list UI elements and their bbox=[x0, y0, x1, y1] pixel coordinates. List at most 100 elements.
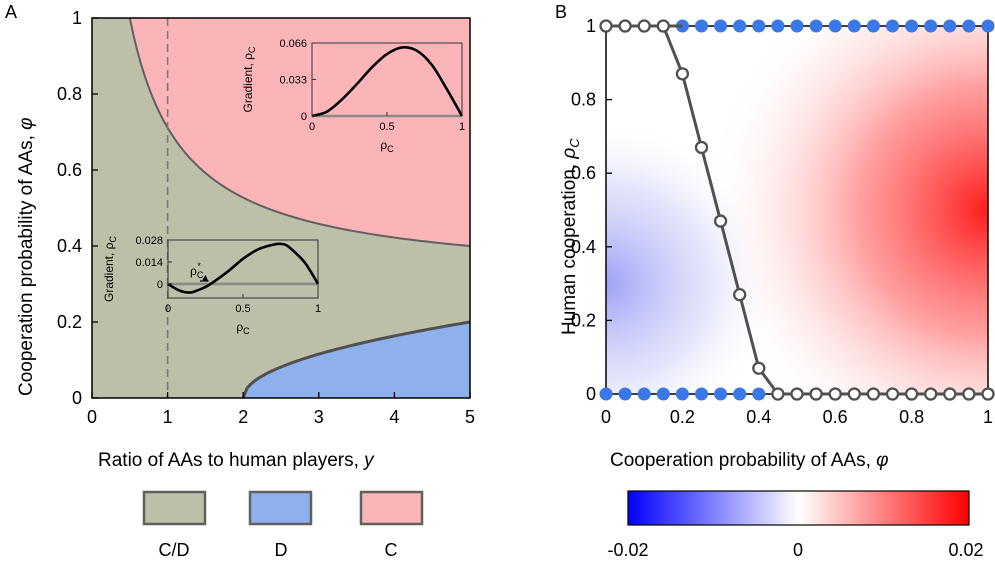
inset-y-tick-label: 0.028 bbox=[135, 235, 163, 247]
colorbar-tick-min: -0.02 bbox=[607, 540, 648, 560]
legend-swatch-c bbox=[359, 490, 424, 526]
colorbar-tick-mid: 0 bbox=[793, 540, 803, 560]
x-tick-label-a: 5 bbox=[465, 407, 475, 427]
open-point-top bbox=[637, 19, 651, 33]
panel-a-xlabel: Ratio of AAs to human players, y bbox=[98, 450, 375, 471]
stable-point-high bbox=[886, 19, 899, 33]
stable-point-low bbox=[618, 387, 632, 401]
y-tick-label-a: 0.2 bbox=[57, 312, 82, 332]
open-point-bottom bbox=[790, 387, 804, 401]
legend-item-c: C bbox=[359, 490, 424, 560]
panel-b-xlabel: Cooperation probability of AAs, φ bbox=[610, 450, 889, 471]
open-point-bottom bbox=[866, 387, 881, 401]
x-tick-label-a: 2 bbox=[238, 407, 248, 427]
stable-point-high bbox=[809, 19, 823, 33]
region-c bbox=[129, 18, 470, 246]
inset-x-tick-label: 0.5 bbox=[235, 303, 250, 315]
y-tick-label-a: 0.6 bbox=[57, 160, 82, 180]
inset-ylabel: Gradient, ρC bbox=[241, 46, 257, 113]
x-tick-label-b: 0.2 bbox=[670, 407, 695, 427]
x-tick-label-b: 1 bbox=[983, 407, 993, 427]
stable-point-low bbox=[599, 387, 613, 401]
inset-y-tick-label: 0 bbox=[157, 279, 163, 291]
stable-point-high bbox=[981, 19, 995, 33]
y-tick-label-b: 0.8 bbox=[571, 90, 596, 110]
y-tick-label-b: 0 bbox=[586, 384, 596, 404]
stable-point-low bbox=[675, 387, 689, 401]
stable-point-low bbox=[714, 387, 728, 401]
panel-b: 0 0.2 0.4 0.6 0.8 1 0 0.2 0.4 0.6 0.8 1 bbox=[571, 16, 995, 427]
x-tick-label-a: 0 bbox=[87, 407, 97, 427]
open-point-bottom bbox=[828, 387, 842, 401]
y-tick-label-b: 1 bbox=[586, 16, 596, 36]
inset-y-tick-label: 0.014 bbox=[135, 257, 163, 269]
x-tick-label-a: 1 bbox=[163, 407, 173, 427]
open-point-bottom bbox=[981, 387, 995, 401]
open-point-bottom bbox=[904, 387, 919, 401]
stable-point-high bbox=[714, 19, 728, 33]
inset-ylabel: Gradient, ρC bbox=[102, 235, 118, 302]
stable-point-low bbox=[752, 387, 766, 401]
legend-label-d: D bbox=[275, 540, 288, 560]
stable-point-high bbox=[828, 19, 842, 33]
stable-point-high bbox=[752, 19, 766, 33]
stable-point-low bbox=[695, 387, 708, 401]
x-tick-label-b: 0.8 bbox=[899, 407, 924, 427]
inset-x-tick-label: 0 bbox=[309, 121, 315, 133]
inset-annotation: ρC* bbox=[190, 261, 204, 280]
y-tick-label-a: 1 bbox=[72, 8, 82, 28]
panel-label-b: B bbox=[555, 2, 567, 22]
inset-curve bbox=[167, 242, 320, 294]
open-point-top bbox=[618, 19, 632, 33]
open-point-curve bbox=[752, 361, 766, 375]
stable-point-high bbox=[962, 19, 976, 33]
region-d bbox=[243, 322, 470, 398]
stable-point-high bbox=[847, 19, 861, 33]
colorbar-tick-max: 0.02 bbox=[948, 540, 983, 560]
open-point-bottom bbox=[943, 387, 957, 401]
boundary-upper bbox=[128, 18, 470, 247]
y-tick-label-b: 0.2 bbox=[571, 310, 596, 330]
legend-a: C/D D C bbox=[142, 490, 424, 560]
x-tick-label-b: 0 bbox=[601, 407, 611, 427]
boundary-lower bbox=[241, 320, 470, 398]
stable-point-high bbox=[924, 19, 938, 33]
legend-label-c: C bbox=[385, 540, 398, 560]
open-point-bottom bbox=[809, 387, 823, 401]
legend-item-d: D bbox=[248, 490, 313, 560]
stable-point-low bbox=[733, 387, 747, 401]
open-point-curve bbox=[675, 67, 690, 81]
stable-point-high bbox=[790, 19, 804, 33]
legend-label-cd: C/D bbox=[159, 540, 190, 560]
x-tick-label-a: 3 bbox=[314, 407, 324, 427]
open-point-bottom bbox=[847, 387, 861, 401]
x-tick-label-b: 0.6 bbox=[823, 407, 848, 427]
inset-y-tick-label: 0.066 bbox=[279, 38, 307, 50]
inset-x-tick-label: 0 bbox=[165, 303, 171, 315]
inset-curve bbox=[311, 45, 464, 118]
colorbar-gradient bbox=[627, 490, 970, 526]
y-tick-label-a: 0.4 bbox=[57, 236, 82, 256]
y-tick-label-b: 0.4 bbox=[571, 237, 596, 257]
open-point-bottom bbox=[771, 387, 785, 401]
stable-point-low bbox=[656, 387, 670, 401]
panel-a-frame bbox=[91, 17, 471, 399]
inset-y-tick-label: 0 bbox=[301, 111, 307, 123]
stable-point-high bbox=[905, 19, 919, 33]
inset-x-tick-label: 0.5 bbox=[379, 121, 394, 133]
legend-swatch-cd bbox=[142, 490, 207, 526]
stable-point-high bbox=[943, 19, 957, 33]
panel-b-ylabel: Human cooperation, ρC bbox=[559, 138, 582, 335]
open-point-curve bbox=[733, 287, 747, 302]
x-tick-label-b: 0.4 bbox=[746, 407, 771, 427]
stable-point-high bbox=[866, 19, 880, 33]
open-point-top bbox=[656, 19, 670, 33]
open-point-top bbox=[599, 19, 613, 33]
inset-annotation-arrowhead bbox=[202, 274, 209, 282]
inset-x-tick-label: 1 bbox=[315, 303, 321, 315]
legend-item-cd: C/D bbox=[142, 490, 207, 560]
y-tick-label-a: 0 bbox=[72, 388, 82, 408]
stable-point-high bbox=[695, 19, 708, 33]
colorbar: -0.02 0 0.02 bbox=[607, 490, 984, 560]
